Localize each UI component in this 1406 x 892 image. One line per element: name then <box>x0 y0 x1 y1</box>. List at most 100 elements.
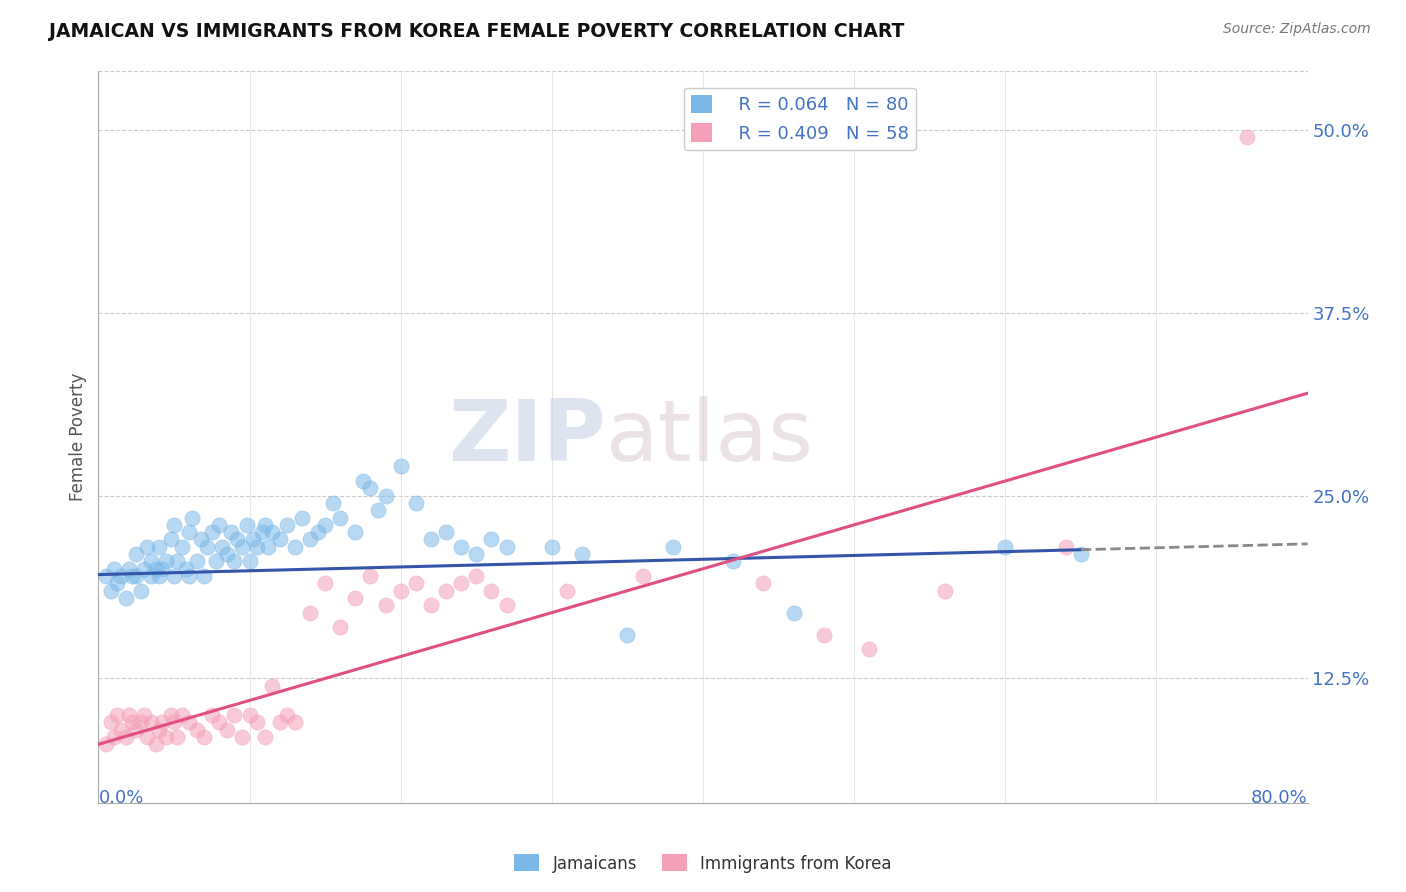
Point <box>132 562 155 576</box>
Point <box>150 562 173 576</box>
Point <box>256 540 278 554</box>
Point <box>118 562 141 576</box>
Point <box>163 569 186 583</box>
Point <box>434 525 457 540</box>
Point <box>239 708 262 723</box>
Point <box>148 723 170 737</box>
Point <box>121 569 143 583</box>
Point <box>224 708 246 723</box>
Text: 0.0%: 0.0% <box>98 789 143 807</box>
Point <box>166 554 188 568</box>
Point <box>314 517 336 532</box>
Point <box>420 599 443 613</box>
Point <box>434 583 457 598</box>
Point <box>205 554 228 568</box>
Point <box>155 554 177 568</box>
Point <box>242 533 264 547</box>
Point <box>201 525 224 540</box>
Point <box>179 569 201 583</box>
Point <box>181 510 204 524</box>
Point <box>276 708 298 723</box>
Point <box>481 583 503 598</box>
Point <box>94 569 117 583</box>
Point <box>179 525 201 540</box>
Point <box>125 569 148 583</box>
Point <box>322 496 344 510</box>
Point <box>125 547 148 561</box>
Point <box>405 576 427 591</box>
Point <box>193 730 215 744</box>
Point <box>215 723 238 737</box>
Point <box>110 569 132 583</box>
Point <box>114 591 136 605</box>
Point <box>555 583 578 598</box>
Point <box>344 591 367 605</box>
Point <box>224 554 246 568</box>
Point <box>174 562 197 576</box>
Point <box>160 533 183 547</box>
Point <box>163 715 186 730</box>
Point <box>105 708 128 723</box>
Point <box>145 737 167 751</box>
Point <box>100 583 122 598</box>
Point <box>163 517 186 532</box>
Point <box>329 510 352 524</box>
Point <box>150 715 173 730</box>
Point <box>405 496 427 510</box>
Point <box>540 540 562 554</box>
Point <box>299 533 322 547</box>
Point <box>129 715 152 730</box>
Point <box>208 715 231 730</box>
Point <box>465 569 488 583</box>
Point <box>118 708 141 723</box>
Point <box>994 540 1017 554</box>
Point <box>752 576 775 591</box>
Point <box>284 540 307 554</box>
Point <box>934 583 956 598</box>
Point <box>262 525 284 540</box>
Point <box>616 627 638 641</box>
Point <box>125 723 148 737</box>
Point <box>246 715 269 730</box>
Point <box>160 708 183 723</box>
Point <box>114 730 136 744</box>
Point <box>465 547 488 561</box>
Point <box>495 599 517 613</box>
Point <box>195 540 218 554</box>
Point <box>314 576 336 591</box>
Point <box>1070 547 1092 561</box>
Point <box>783 606 806 620</box>
Point <box>166 730 188 744</box>
Point <box>170 540 193 554</box>
Point <box>155 730 177 744</box>
Point <box>389 583 412 598</box>
Text: JAMAICAN VS IMMIGRANTS FROM KOREA FEMALE POVERTY CORRELATION CHART: JAMAICAN VS IMMIGRANTS FROM KOREA FEMALE… <box>49 22 904 41</box>
Point <box>190 533 212 547</box>
Text: 80.0%: 80.0% <box>1251 789 1308 807</box>
Point <box>100 715 122 730</box>
Point <box>105 576 128 591</box>
Point <box>262 679 284 693</box>
Point <box>179 715 201 730</box>
Point <box>103 730 125 744</box>
Point <box>631 569 654 583</box>
Point <box>253 730 276 744</box>
Point <box>723 554 745 568</box>
Point <box>141 715 163 730</box>
Point <box>110 723 132 737</box>
Point <box>661 540 683 554</box>
Point <box>208 517 231 532</box>
Point <box>103 562 125 576</box>
Point <box>495 540 517 554</box>
Point <box>1236 130 1258 145</box>
Point <box>215 547 238 561</box>
Point <box>269 715 291 730</box>
Point <box>211 540 233 554</box>
Point <box>858 642 880 657</box>
Point <box>374 489 396 503</box>
Point <box>239 554 262 568</box>
Text: ZIP: ZIP <box>449 395 606 479</box>
Point <box>145 562 167 576</box>
Point <box>129 583 152 598</box>
Point <box>226 533 249 547</box>
